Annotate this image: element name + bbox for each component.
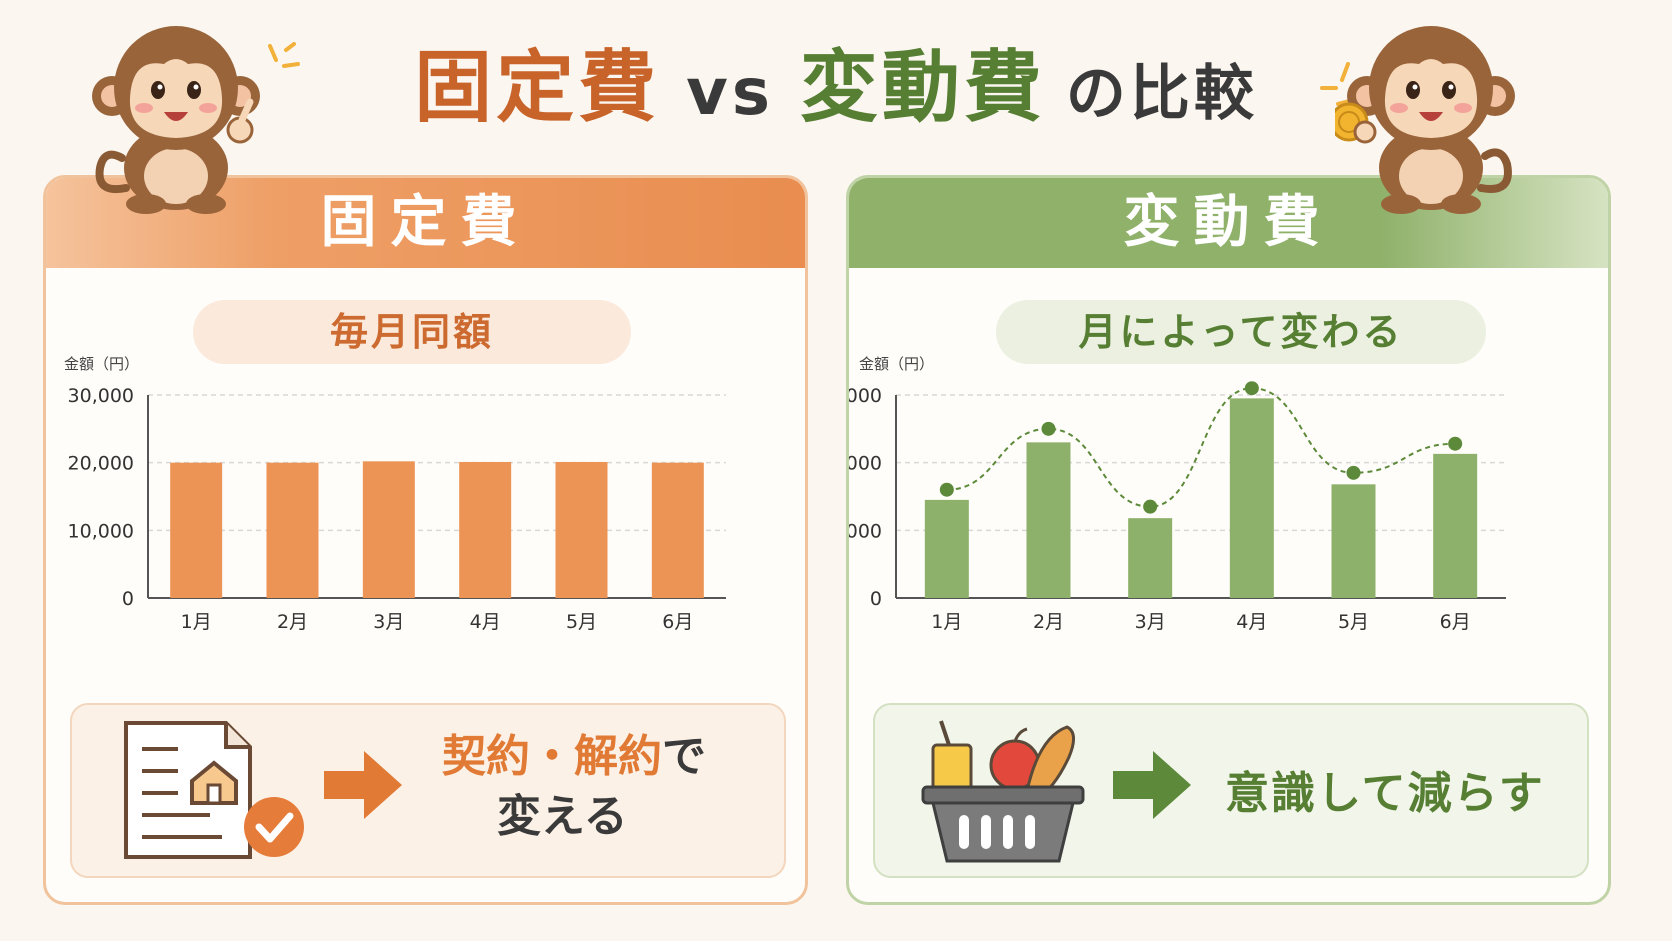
- contract-document-house-check-icon: [124, 721, 304, 859]
- fixed-chart-bar: [651, 462, 704, 598]
- variable-chart-trend-point: [1448, 436, 1463, 451]
- fixed-cost-chart: 金額（円） 0 10,000 20,000 30,000 1月 2月 3月 4月 5月 6月: [64, 355, 726, 633]
- fixed-cost-note: 契約・解約で 変える: [442, 727, 762, 847]
- fixed-chart-bar: [266, 462, 319, 598]
- variable-chart-trend-point: [1143, 499, 1158, 514]
- variable-chart-ytick-label: 30,000: [846, 385, 882, 407]
- variable-cost-note-box: 意識して減らす: [873, 703, 1589, 878]
- fixed-chart-bar: [555, 461, 608, 598]
- variable-chart-bar: [1229, 398, 1274, 598]
- shopping-basket-food-icon: [921, 720, 1085, 863]
- fixed-chart-ylabel: 金額（円）: [64, 355, 139, 373]
- arrow-right-icon: [1113, 751, 1191, 819]
- variable-cost-note: 意識して減らす: [1225, 768, 1545, 819]
- title-variable: 変動費: [799, 43, 1046, 133]
- title-tail: の比較: [1065, 59, 1258, 129]
- fixed-chart-ytick-label: 30,000: [68, 385, 134, 407]
- fixed-chart-bar: [170, 462, 223, 598]
- title-fixed: 固定費: [414, 43, 661, 133]
- fixed-chart-ytick-label: 20,000: [68, 453, 134, 475]
- variable-chart-xtick-label: 6月: [1440, 611, 1471, 633]
- fixed-note-highlight: 契約・解約: [442, 731, 662, 782]
- fixed-chart-ytick-label: 10,000: [68, 520, 134, 542]
- variable-chart-bar: [1128, 518, 1173, 598]
- variable-chart-ytick-label: 20,000: [846, 453, 882, 475]
- page-title: 固定費 vs 変動費 の比較: [0, 38, 1672, 144]
- variable-chart-xtick-label: 1月: [931, 611, 962, 633]
- variable-chart-xtick-label: 3月: [1135, 611, 1166, 633]
- variable-chart-bar: [924, 499, 969, 598]
- fixed-chart-bar: [459, 461, 512, 598]
- fixed-chart-xtick-label: 6月: [662, 611, 693, 633]
- variable-cost-header: 変動費: [849, 178, 1608, 268]
- variable-chart-trend-point: [939, 482, 954, 497]
- variable-chart-bar: [1331, 484, 1376, 598]
- fixed-note-rest1: で: [662, 731, 706, 782]
- monkey-mascot-coin-icon: [1335, 26, 1515, 214]
- fixed-chart-ytick-label: 0: [122, 588, 134, 610]
- fixed-cost-subtitle: 毎月同額: [193, 300, 631, 364]
- sparkle-icon: [268, 42, 300, 68]
- fixed-chart-xtick-label: 1月: [181, 611, 212, 633]
- fixed-chart-xtick-label: 3月: [373, 611, 404, 633]
- monkey-mascot-pointing-icon: [92, 26, 260, 214]
- variable-cost-panel: 変動費 月によって変わる 金額（円） 0 10,000 20,000 30,000 1月 2…: [846, 175, 1611, 905]
- variable-chart-trend-point: [1041, 421, 1056, 436]
- title-vs: vs: [686, 56, 774, 130]
- arrow-right-icon: [324, 751, 402, 819]
- variable-cost-chart: 金額（円） 0 10,000 20,000 30,000 1月 2月 3月 4月 5月 6月: [846, 355, 1506, 633]
- variable-chart-xtick-label: 5月: [1338, 611, 1369, 633]
- variable-chart-xtick-label: 2月: [1033, 611, 1064, 633]
- variable-chart-xtick-label: 4月: [1236, 611, 1267, 633]
- fixed-note-rest2: 変える: [497, 791, 628, 842]
- fixed-chart-bar: [362, 461, 415, 598]
- variable-chart-trend-point: [1346, 465, 1361, 480]
- fixed-cost-note-box: 契約・解約で 変える: [70, 703, 786, 878]
- variable-chart-trend-line: [946, 387, 1456, 508]
- fixed-chart-xtick-label: 4月: [470, 611, 501, 633]
- variable-chart-ylabel: 金額（円）: [859, 355, 934, 373]
- variable-chart-bar: [1026, 442, 1071, 598]
- fixed-cost-panel: 固定費 毎月同額 金額（円） 0 10,000 20,000 30,000 1月 2月 3月 4…: [43, 175, 808, 905]
- variable-chart-ytick-label: 0: [870, 588, 882, 610]
- variable-cost-subtitle: 月によって変わる: [996, 300, 1486, 364]
- fixed-chart-xtick-label: 5月: [566, 611, 597, 633]
- variable-chart-bar: [1433, 453, 1478, 598]
- variable-chart-ytick-label: 10,000: [846, 520, 882, 542]
- variable-chart-trend-point: [1244, 381, 1259, 396]
- fixed-chart-xtick-label: 2月: [277, 611, 308, 633]
